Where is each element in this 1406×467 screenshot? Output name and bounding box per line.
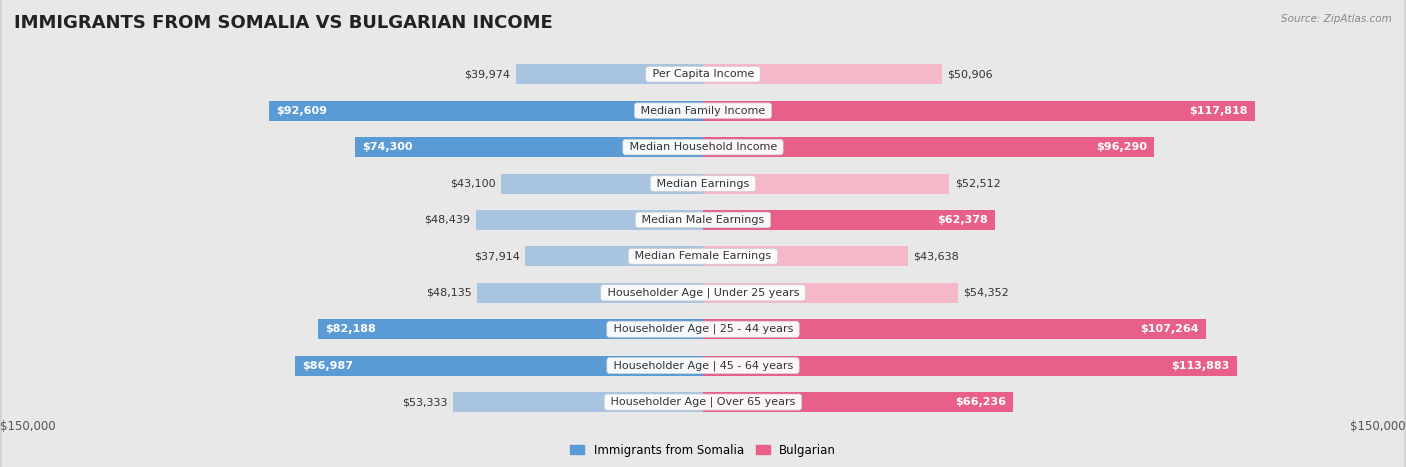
Bar bbox=[703, 137, 1154, 157]
Text: Median Family Income: Median Family Income bbox=[637, 106, 769, 116]
Text: $48,135: $48,135 bbox=[426, 288, 472, 298]
Text: $107,264: $107,264 bbox=[1140, 324, 1199, 334]
Bar bbox=[703, 392, 1014, 412]
Bar bbox=[703, 247, 907, 266]
Text: Per Capita Income: Per Capita Income bbox=[648, 69, 758, 79]
Text: Householder Age | 45 - 64 years: Householder Age | 45 - 64 years bbox=[610, 361, 796, 371]
Text: Median Earnings: Median Earnings bbox=[654, 178, 752, 189]
Bar bbox=[703, 356, 1237, 375]
Bar bbox=[526, 247, 703, 266]
Bar bbox=[703, 174, 949, 193]
Bar bbox=[477, 210, 703, 230]
Bar bbox=[295, 356, 703, 375]
Text: $48,439: $48,439 bbox=[425, 215, 471, 225]
Text: $53,333: $53,333 bbox=[402, 397, 447, 407]
Text: $96,290: $96,290 bbox=[1097, 142, 1147, 152]
Bar bbox=[703, 210, 995, 230]
Text: $150,000: $150,000 bbox=[0, 420, 56, 433]
Text: $66,236: $66,236 bbox=[956, 397, 1007, 407]
Text: Median Household Income: Median Household Income bbox=[626, 142, 780, 152]
Text: $150,000: $150,000 bbox=[1350, 420, 1406, 433]
Text: Median Female Earnings: Median Female Earnings bbox=[631, 251, 775, 262]
Text: $39,974: $39,974 bbox=[464, 69, 510, 79]
Text: $117,818: $117,818 bbox=[1189, 106, 1249, 116]
Text: Householder Age | 25 - 44 years: Householder Age | 25 - 44 years bbox=[610, 324, 796, 334]
Bar bbox=[516, 64, 703, 84]
Text: $92,609: $92,609 bbox=[276, 106, 328, 116]
Bar bbox=[318, 319, 703, 339]
Text: Median Male Earnings: Median Male Earnings bbox=[638, 215, 768, 225]
Text: $50,906: $50,906 bbox=[948, 69, 993, 79]
Text: $52,512: $52,512 bbox=[955, 178, 1001, 189]
Text: Householder Age | Under 25 years: Householder Age | Under 25 years bbox=[603, 288, 803, 298]
Text: $54,352: $54,352 bbox=[963, 288, 1010, 298]
Text: $62,378: $62,378 bbox=[938, 215, 988, 225]
Bar bbox=[478, 283, 703, 303]
Bar bbox=[703, 101, 1256, 120]
Text: Source: ZipAtlas.com: Source: ZipAtlas.com bbox=[1281, 14, 1392, 24]
Bar bbox=[501, 174, 703, 193]
Text: $113,883: $113,883 bbox=[1171, 361, 1230, 371]
Text: $37,914: $37,914 bbox=[474, 251, 520, 262]
Text: IMMIGRANTS FROM SOMALIA VS BULGARIAN INCOME: IMMIGRANTS FROM SOMALIA VS BULGARIAN INC… bbox=[14, 14, 553, 32]
Text: $74,300: $74,300 bbox=[361, 142, 412, 152]
Bar bbox=[453, 392, 703, 412]
Text: $82,188: $82,188 bbox=[325, 324, 375, 334]
Bar bbox=[703, 283, 957, 303]
Legend: Immigrants from Somalia, Bulgarian: Immigrants from Somalia, Bulgarian bbox=[565, 439, 841, 462]
Text: $86,987: $86,987 bbox=[302, 361, 353, 371]
Bar bbox=[269, 101, 703, 120]
Text: $43,638: $43,638 bbox=[912, 251, 959, 262]
Bar bbox=[703, 319, 1206, 339]
Text: Householder Age | Over 65 years: Householder Age | Over 65 years bbox=[607, 397, 799, 407]
Bar bbox=[703, 64, 942, 84]
Bar bbox=[354, 137, 703, 157]
Text: $43,100: $43,100 bbox=[450, 178, 495, 189]
